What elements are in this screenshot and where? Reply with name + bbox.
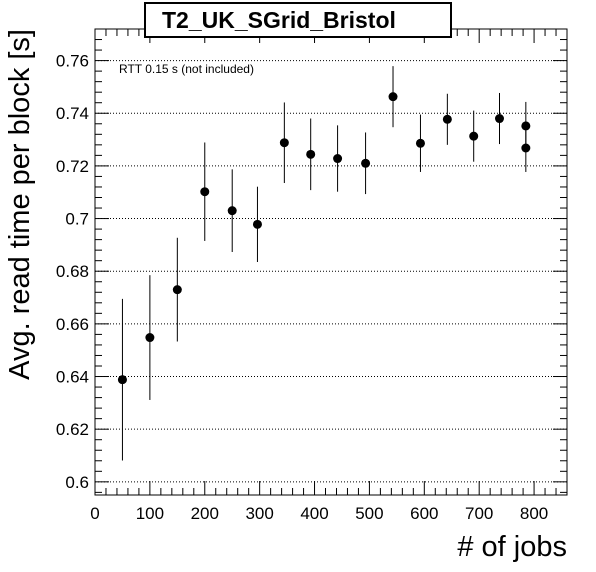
x-tick-labels: 0 100 200 300 400 500 600 700 800	[90, 504, 548, 523]
y-tick-label: 0.6	[65, 473, 89, 492]
chart-title: T2_UK_SGrid_Bristol	[162, 7, 396, 33]
plot-frame	[94, 28, 568, 496]
title-box	[144, 2, 452, 38]
y-axis-title: Avg. read time per block [s]	[4, 29, 36, 380]
data-points	[117, 66, 531, 461]
x-axis-title: # of jobs	[457, 531, 567, 563]
y-tick-labels: 0.6 0.62 0.64 0.66 0.68 0.7 0.72 0.74 0.76	[56, 52, 89, 492]
data-point	[333, 154, 343, 164]
x-tick-label: 100	[136, 504, 164, 523]
y-tick-label: 0.76	[56, 52, 89, 71]
y-tick-label: 0.7	[65, 210, 89, 229]
x-tick-label: 700	[465, 504, 493, 523]
data-point	[306, 149, 316, 159]
x-tick-label: 400	[300, 504, 328, 523]
y-tick-label: 0.66	[56, 315, 89, 334]
x-tick-label: 300	[245, 504, 273, 523]
data-point	[279, 138, 289, 148]
data-point	[521, 143, 531, 153]
data-point	[415, 138, 425, 148]
data-point	[442, 114, 452, 124]
y-tick-label: 0.68	[56, 262, 89, 281]
data-point	[227, 206, 237, 216]
x-tick-label: 0	[90, 504, 99, 523]
x-tick-label: 500	[355, 504, 383, 523]
data-point	[117, 375, 127, 385]
data-point	[200, 187, 210, 197]
data-point	[361, 158, 371, 168]
data-point	[388, 92, 398, 102]
data-point	[145, 333, 155, 343]
data-point	[469, 131, 479, 141]
annotation-rtt: RTT 0.15 s (not included)	[119, 62, 254, 76]
data-point	[494, 114, 504, 124]
data-point	[252, 219, 262, 229]
data-point	[172, 285, 182, 295]
y-tick-label: 0.74	[56, 104, 89, 123]
x-tick-label: 200	[191, 504, 219, 523]
axis-ticks	[94, 28, 568, 495]
y-tick-label: 0.62	[56, 420, 89, 439]
gridlines	[95, 60, 567, 483]
x-tick-label: 600	[410, 504, 438, 523]
y-tick-label: 0.64	[56, 368, 89, 387]
x-tick-label: 800	[520, 504, 548, 523]
y-tick-label: 0.72	[56, 157, 89, 176]
